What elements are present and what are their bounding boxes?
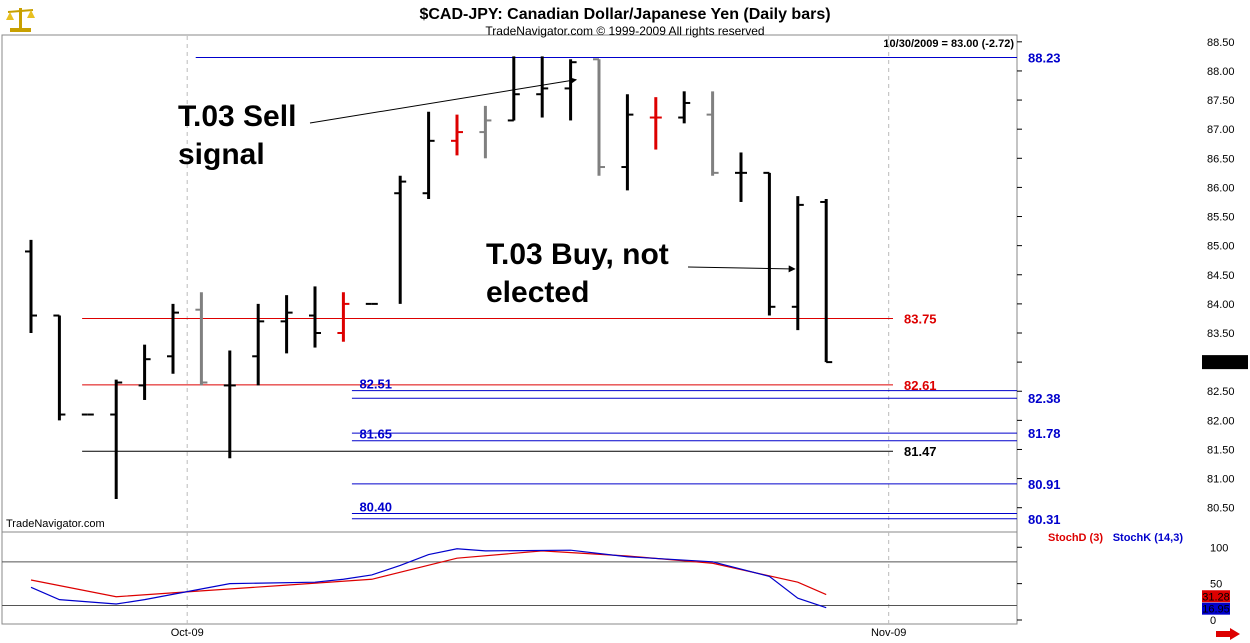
annotation-arrow [687,265,796,273]
ohlc-bar [763,171,776,316]
ohlc-bar [735,152,747,202]
stoch-d-value-box [1202,590,1230,603]
price-bars [25,56,833,499]
level-label: 80.31 [1028,512,1061,527]
ohlc-bar [394,175,407,304]
annotation-arrow [309,77,577,124]
y-tick-label: 84.50 [1207,270,1235,282]
last-price-label: 83.00 [1211,357,1239,369]
ohlc-bar [507,56,520,122]
stoch-d-value: 31.28 [1202,591,1230,603]
level-label: 88.23 [1028,51,1061,66]
ohlc-bar [621,94,634,191]
stoch-k-value: 16.95 [1202,604,1230,616]
ohlc-bar [167,303,179,374]
ohlc-bar [649,97,662,150]
chart-title: $CAD-JPY: Canadian Dollar/Japanese Yen (… [419,6,830,23]
ohlc-bar [791,196,804,331]
annotation-text: T.03 Buy, not [486,238,669,271]
annotation-text: elected [486,276,589,309]
level-label: 81.65 [359,427,392,442]
ohlc-bar [564,59,577,121]
annotations: T.03 Sell signal T.03 Buy, not elected [178,77,796,309]
ohlc-bar [195,292,208,386]
grid-lines: Oct-09 Nov-09 [171,36,906,639]
stoch-legend-k: StochK (14,3) [1113,532,1184,544]
stoch-k-value-box [1202,602,1230,615]
y-tick-label: 82.50 [1207,386,1235,398]
ohlc-bar [110,379,123,499]
main-panel-frame [1,34,1018,533]
ohlc-bar [138,344,151,400]
x-tick-label: Nov-09 [871,627,906,639]
y-tick-label: 87.50 [1207,95,1235,107]
stoch-y-tick-label: 0 [1210,615,1216,627]
level-label: 83.75 [904,311,937,326]
last-price-box [1202,355,1248,370]
annotation-text: T.03 Sell [178,100,296,133]
last-quote: 10/30/2009 = 83.00 (-2.72) [883,38,1014,50]
ohlc-bar [422,111,435,200]
ohlc-bar [337,292,350,342]
y-tick-label: 88.50 [1207,37,1235,49]
stoch-legend-d: StochD (3) [1048,532,1103,544]
stoch-y-tick-label: 50 [1210,579,1222,591]
level-label: 80.91 [1028,477,1061,492]
y-tick-label: 88.00 [1207,66,1235,78]
y-tick-label: 83.50 [1207,328,1235,340]
ohlc-bar [479,105,492,159]
ohlc-bar [820,199,833,364]
y-axis: 88.50 88.00 87.50 87.00 86.50 86.00 85.50 85.00… [1017,37,1248,515]
y-tick-label: 87.00 [1207,124,1235,136]
stoch-panel-frame [1,531,1018,625]
ohlc-bar [536,56,549,118]
level-label: 82.61 [904,378,937,393]
y-tick-label: 84.00 [1207,299,1235,311]
level-label: 80.40 [359,500,392,515]
y-tick-label: 81.00 [1207,474,1235,486]
ohlc-bar [593,58,605,176]
ohlc-bar [678,91,691,124]
scroll-right-arrow-icon[interactable] [1216,628,1240,640]
ohlc-bar [53,314,66,421]
level-label: 81.78 [1028,426,1061,441]
ohlc-bar [252,303,265,386]
y-tick-label: 82.00 [1207,415,1235,427]
y-tick-label: 85.00 [1207,241,1235,253]
level-label: 81.47 [904,444,937,459]
ohlc-bar [223,350,236,459]
watermark: TradeNavigator.com [6,518,105,530]
ohlc-bar [25,239,37,333]
stoch-series-line [30,548,827,609]
annotation-text: signal [178,138,265,171]
ohlc-bar [309,286,321,348]
level-lines: 88.23 83.75 82.61 82.51 82.38 81.78 81.65 81.47… [82,51,1061,527]
y-tick-label: 86.50 [1207,153,1235,165]
ohlc-bar [451,114,463,156]
y-tick-label: 85.50 [1207,212,1235,224]
balance-scale-icon [6,8,35,32]
stoch-y-tick-label: 100 [1210,542,1228,554]
level-label: 82.51 [359,377,392,392]
level-label: 82.38 [1028,391,1061,406]
ohlc-bar [280,295,293,354]
copyright-subtitle: TradeNavigator.com © 1999-2009 All right… [485,24,764,38]
x-tick-label: Oct-09 [171,627,204,639]
y-tick-label: 80.50 [1207,503,1235,515]
ohlc-bar [706,91,719,176]
y-tick-label: 86.00 [1207,182,1235,194]
y-tick-label: 81.50 [1207,444,1235,456]
